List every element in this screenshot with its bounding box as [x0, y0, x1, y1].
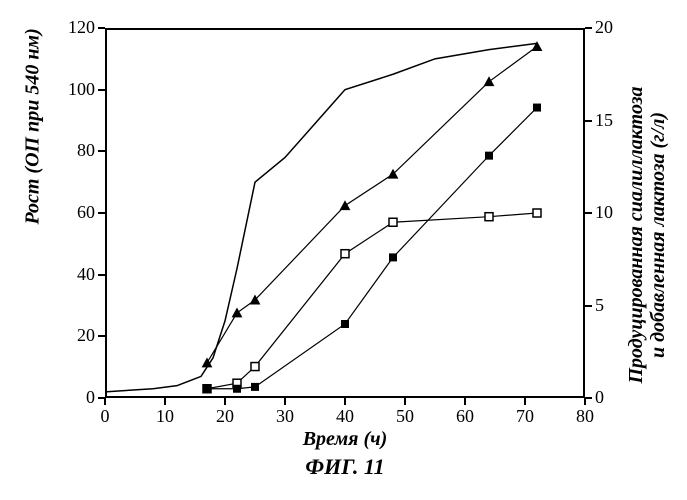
filled-triangles-line: [207, 47, 537, 363]
x-tick-mark: [404, 398, 406, 405]
y-right-tick-label: 0: [595, 387, 604, 408]
x-tick-label: 80: [573, 406, 597, 427]
filled-squares-marker: [203, 385, 211, 393]
y-axis-right-label: Продуцированная сиалиллактозаи добавленн…: [625, 86, 669, 383]
x-tick-mark: [284, 398, 286, 405]
y-left-tick-mark: [98, 89, 105, 91]
filled-triangles-marker: [532, 41, 543, 51]
filled-triangles-marker: [232, 308, 243, 318]
y-right-label-line1: Продуцированная сиалиллактоза: [625, 86, 647, 383]
y-right-tick-label: 20: [595, 17, 613, 38]
x-tick-label: 10: [153, 406, 177, 427]
open-squares-marker: [251, 363, 259, 371]
y-left-tick-mark: [98, 27, 105, 29]
open-squares-marker: [341, 250, 349, 258]
y-left-tick-label: 0: [86, 387, 95, 408]
chart-container: 0102030405060708002040608010012005101520…: [10, 10, 677, 490]
x-tick-mark: [164, 398, 166, 405]
y-right-tick-mark: [585, 120, 592, 122]
filled-squares-marker: [533, 104, 541, 112]
y-right-tick-mark: [585, 27, 592, 29]
y-right-tick-label: 10: [595, 202, 613, 223]
y-left-tick-mark: [98, 150, 105, 152]
y-right-tick-label: 5: [595, 295, 604, 316]
x-tick-mark: [224, 398, 226, 405]
y-left-tick-mark: [98, 335, 105, 337]
y-left-tick-label: 80: [77, 140, 95, 161]
y-right-tick-mark: [585, 397, 592, 399]
x-tick-mark: [584, 398, 586, 405]
x-tick-label: 50: [393, 406, 417, 427]
x-tick-mark: [104, 398, 106, 405]
filled-squares-line: [207, 108, 537, 389]
x-tick-label: 40: [333, 406, 357, 427]
y-left-tick-label: 20: [77, 325, 95, 346]
x-axis-label: Время (ч): [285, 428, 405, 451]
filled-triangles-marker: [484, 76, 495, 86]
y-right-tick-label: 15: [595, 110, 613, 131]
y-right-tick-mark: [585, 212, 592, 214]
y-right-label-line2: и добавленная лактоза (г/л): [647, 86, 669, 383]
x-tick-mark: [524, 398, 526, 405]
filled-squares-marker: [485, 152, 493, 160]
filled-squares-marker: [251, 383, 259, 391]
open-squares-marker: [485, 213, 493, 221]
open-squares-marker: [533, 209, 541, 217]
y-right-tick-mark: [585, 305, 592, 307]
y-left-tick-mark: [98, 212, 105, 214]
x-tick-label: 20: [213, 406, 237, 427]
open-squares-marker: [389, 218, 397, 226]
figure-caption: ФИГ. 11: [285, 454, 405, 480]
y-left-tick-label: 120: [68, 17, 95, 38]
x-tick-mark: [344, 398, 346, 405]
filled-triangles-marker: [340, 200, 351, 210]
x-tick-mark: [464, 398, 466, 405]
x-tick-label: 70: [513, 406, 537, 427]
x-tick-label: 60: [453, 406, 477, 427]
y-left-tick-label: 60: [77, 202, 95, 223]
y-left-tick-label: 100: [68, 79, 95, 100]
filled-squares-marker: [233, 385, 241, 393]
filled-squares-marker: [389, 253, 397, 261]
x-tick-label: 0: [93, 406, 117, 427]
y-left-tick-mark: [98, 397, 105, 399]
filled-squares-marker: [341, 320, 349, 328]
y-left-tick-mark: [98, 274, 105, 276]
x-tick-label: 30: [273, 406, 297, 427]
y-left-tick-label: 40: [77, 264, 95, 285]
